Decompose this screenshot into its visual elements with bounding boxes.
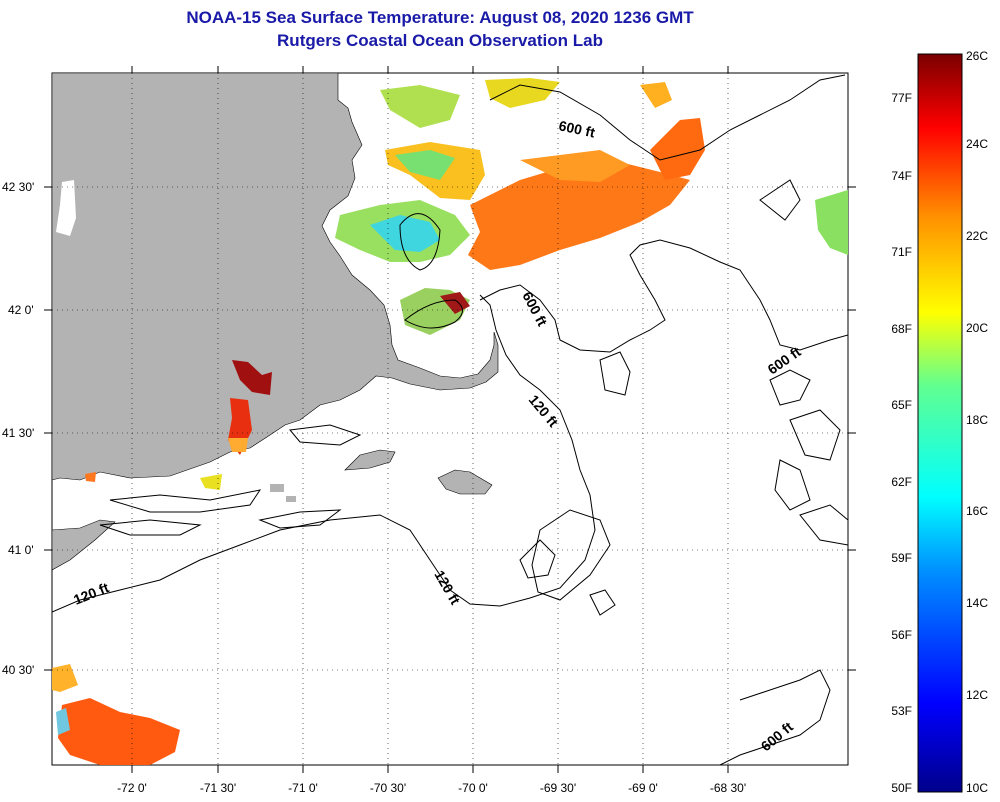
lon-label: -70 30' bbox=[370, 781, 406, 795]
contour-label: 600 ft bbox=[557, 117, 596, 140]
lon-label: -69 30' bbox=[540, 781, 576, 795]
bathymetry-contours bbox=[52, 74, 848, 765]
colorbar-c-label: 16C bbox=[966, 504, 988, 518]
lon-label: -70 0' bbox=[458, 781, 488, 795]
colorbar-c-label: 12C bbox=[966, 688, 988, 702]
nantucket bbox=[437, 469, 493, 495]
grid-lines bbox=[52, 73, 848, 765]
colorbar-f-label: 77F bbox=[891, 91, 912, 105]
frame-ticks bbox=[44, 66, 856, 773]
lon-label: -68 30' bbox=[710, 781, 746, 795]
celsius-scale: 26C 24C 22C 20C 18C 16C 14C 12C 10C bbox=[966, 49, 988, 795]
sst-patches bbox=[52, 78, 848, 765]
colorbar-c-label: 20C bbox=[966, 321, 988, 335]
colorbar-f-label: 50F bbox=[891, 781, 912, 795]
colorbar-f-label: 68F bbox=[891, 322, 912, 336]
lon-label: -69 0' bbox=[628, 781, 658, 795]
colorbar-f-label: 74F bbox=[891, 169, 912, 183]
colorbar-f-label: 59F bbox=[891, 551, 912, 565]
lat-label: 42 0' bbox=[8, 303, 34, 317]
colorbar-c-label: 14C bbox=[966, 596, 988, 610]
colorbar-f-label: 62F bbox=[891, 475, 912, 489]
lon-label: -71 0' bbox=[288, 781, 318, 795]
colorbar-c-label: 26C bbox=[966, 49, 988, 63]
marthas-vineyard bbox=[344, 449, 396, 471]
colorbar-c-label: 24C bbox=[966, 137, 988, 151]
lon-label: -72 0' bbox=[117, 781, 147, 795]
color-bar bbox=[917, 53, 963, 793]
map-title: NOAA-15 Sea Surface Temperature: August … bbox=[186, 8, 694, 27]
colorbar-c-label: 22C bbox=[966, 229, 988, 243]
colorbar-c-label: 10C bbox=[966, 781, 988, 795]
lat-label: 40 30' bbox=[2, 663, 34, 677]
colorbar-f-label: 53F bbox=[891, 704, 912, 718]
lat-label: 42 30' bbox=[2, 180, 34, 194]
fahrenheit-scale: 77F 74F 71F 68F 65F 62F 59F 56F 53F 50F bbox=[891, 91, 912, 795]
map-subtitle: Rutgers Coastal Ocean Observation Lab bbox=[277, 31, 603, 50]
lon-label: -71 30' bbox=[200, 781, 236, 795]
colorbar-f-label: 56F bbox=[891, 628, 912, 642]
land-island bbox=[52, 519, 116, 571]
lat-label: 41 0' bbox=[8, 543, 34, 557]
lat-label: 41 30' bbox=[2, 426, 34, 440]
colorbar-f-label: 65F bbox=[891, 398, 912, 412]
colorbar-c-label: 18C bbox=[966, 413, 988, 427]
colorbar-f-label: 71F bbox=[891, 245, 912, 259]
